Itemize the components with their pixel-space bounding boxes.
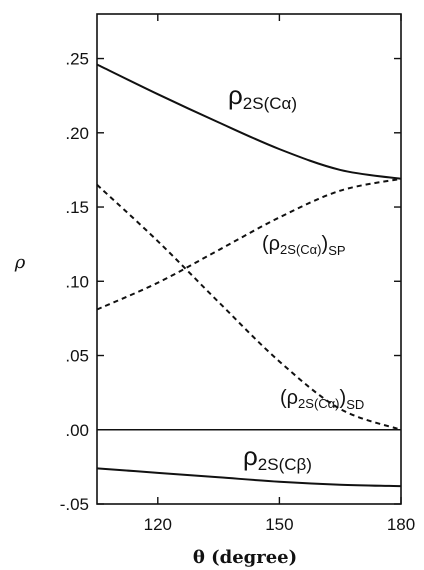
label-rho-2s-calpha-sd: (ρ2S(Cα))SD (280, 387, 364, 412)
label-rho-2s-calpha-sp: (ρ2S(Cα))SP (262, 233, 346, 258)
series-rho-2s-calpha-sp (96, 177, 402, 311)
series-rho-2s-calpha (96, 63, 402, 180)
plot-frame (96, 13, 402, 505)
y-tick-label: .20 (65, 124, 89, 143)
series-rho-2s-cbeta (96, 467, 402, 488)
y-tick-label: -.05 (60, 495, 89, 514)
label-rho-2s-calpha: ρ2S(Cα) (228, 80, 297, 113)
y-axis-title: ρ (14, 252, 26, 273)
series-lines (96, 63, 402, 488)
y-tick-label: .25 (65, 50, 89, 69)
series-rho-2s-calpha-sd (96, 184, 402, 431)
x-tick-label: 180 (387, 515, 415, 534)
axes: -.05 .00 .05 .10 .15 .20 .25 120 150 180 (60, 13, 415, 534)
x-tick-label: 120 (144, 515, 172, 534)
y-tick-label: .10 (65, 272, 89, 291)
label-rho-2s-cbeta: ρ2S(Cβ) (243, 441, 312, 474)
y-tick-label: .15 (65, 198, 89, 217)
x-tick-label: 150 (265, 515, 293, 534)
y-tick-label: .05 (65, 347, 89, 366)
y-tick-label: .00 (65, 421, 89, 440)
x-axis-title: θ (degree) (193, 547, 297, 568)
